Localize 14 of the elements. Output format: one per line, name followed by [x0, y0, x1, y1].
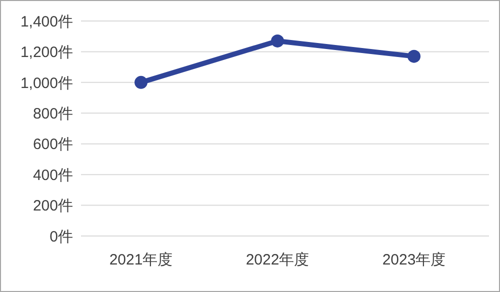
y-tick-label: 1,000件 [20, 74, 73, 92]
point [408, 50, 420, 63]
point [134, 76, 148, 89]
y-tick-label: 1,200件 [20, 44, 73, 62]
y-tick-label: 800件 [32, 105, 73, 122]
y-tick-label: 1,400件 [20, 13, 73, 30]
y-tick-label: 200件 [32, 198, 73, 215]
y-tick-label: 400件 [32, 166, 73, 184]
y-tick-label: 600件 [32, 136, 73, 154]
y-tick-label: 0件 [50, 228, 73, 246]
x-tick-label: 2022年度 [246, 252, 310, 269]
x-tick-label: 2021年度 [109, 252, 173, 269]
x-tick-label: 2023年度 [382, 252, 446, 269]
point [271, 34, 284, 48]
